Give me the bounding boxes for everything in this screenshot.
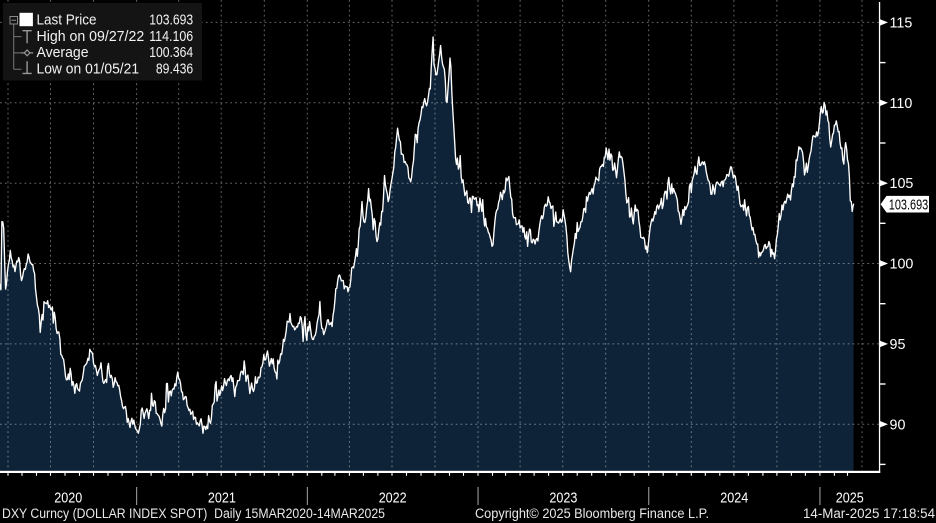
svg-text:105: 105 xyxy=(890,176,914,192)
svg-text:2022: 2022 xyxy=(379,490,407,506)
svg-text:2024: 2024 xyxy=(720,490,748,506)
svg-text:Low on 01/05/21: Low on 01/05/21 xyxy=(37,60,140,77)
svg-text:2023: 2023 xyxy=(549,490,577,506)
svg-text:Average: Average xyxy=(37,44,89,61)
svg-text:2020: 2020 xyxy=(54,490,82,506)
svg-text:114.106: 114.106 xyxy=(149,28,193,45)
svg-text:100.364: 100.364 xyxy=(149,44,193,61)
svg-text:90: 90 xyxy=(890,417,906,433)
svg-text:Copyright© 2025 Bloomberg Fina: Copyright© 2025 Bloomberg Finance L.P. xyxy=(475,506,709,521)
svg-text:110: 110 xyxy=(890,96,913,112)
svg-text:High on 09/27/22: High on 09/27/22 xyxy=(37,28,145,45)
svg-text:2025: 2025 xyxy=(836,490,864,506)
svg-text:103.693: 103.693 xyxy=(889,197,929,213)
svg-text:14-Mar-2025 17:18:54: 14-Mar-2025 17:18:54 xyxy=(803,506,935,521)
svg-text:Last Price: Last Price xyxy=(37,12,97,29)
svg-text:DXY Curncy (DOLLAR INDEX SPOT): DXY Curncy (DOLLAR INDEX SPOT) Daily 15M… xyxy=(2,506,385,521)
svg-text:89.436: 89.436 xyxy=(156,60,193,77)
svg-text:95: 95 xyxy=(890,337,906,353)
svg-text:103.693: 103.693 xyxy=(149,12,193,29)
svg-text:2021: 2021 xyxy=(208,490,236,506)
svg-text:115: 115 xyxy=(890,16,913,32)
svg-text:100: 100 xyxy=(890,257,914,273)
